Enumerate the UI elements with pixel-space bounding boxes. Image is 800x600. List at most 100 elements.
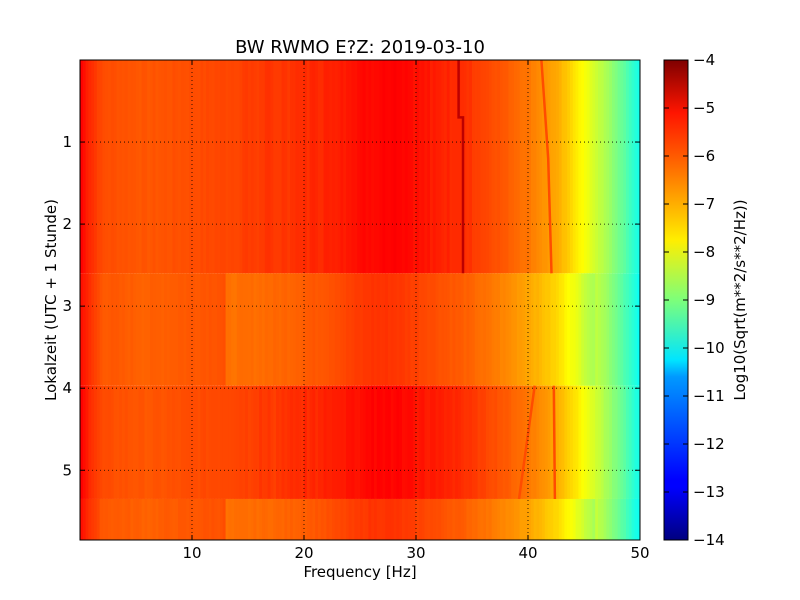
heatmap-cell <box>631 498 635 540</box>
heatmap-cell <box>245 60 249 274</box>
heatmap-cell <box>567 60 571 274</box>
heatmap-cell <box>127 385 131 499</box>
heatmap-cell <box>133 273 137 386</box>
heatmap-cell <box>553 273 557 386</box>
heatmap-cell <box>424 60 428 274</box>
heatmap-cell <box>231 273 235 386</box>
colorbar: −4 −5 −6 −7 −8 −9 −10 −11 −12 −13 −14 Log10(Sqrt(m… <box>663 51 749 549</box>
heatmap-cell <box>357 385 361 499</box>
heatmap-cell <box>82 273 87 386</box>
heatmap-cell <box>99 60 103 274</box>
colorbar-ticks: −4 −5 −6 −7 −8 −9 −10 −11 −12 −13 −14 <box>664 51 725 549</box>
heatmap-cell <box>122 385 126 499</box>
heatmap-cell <box>424 385 428 499</box>
heatmap-cell <box>200 273 204 386</box>
heatmap-cell <box>452 60 456 274</box>
heatmap-cell <box>270 385 274 499</box>
heatmap-cell <box>404 60 409 274</box>
heatmap-cell <box>332 498 336 540</box>
heatmap-cell <box>567 498 571 540</box>
heatmap-cell <box>511 273 515 386</box>
heatmap-cell <box>96 60 101 274</box>
heatmap-cell <box>96 273 101 386</box>
heatmap-cell <box>351 60 355 274</box>
heatmap-cell <box>245 498 249 540</box>
heatmap-cell <box>547 273 551 386</box>
heatmap-cell <box>116 498 120 540</box>
heatmap-cell <box>368 385 372 499</box>
heatmap-cell <box>192 498 196 540</box>
heatmap-cell <box>208 273 213 386</box>
heatmap-cell <box>147 273 151 386</box>
heatmap-cell <box>102 385 106 499</box>
heatmap-cell <box>500 498 504 540</box>
heatmap-cell <box>144 498 148 540</box>
heatmap-cell <box>570 60 574 274</box>
y-axis-ticks: 1 2 3 4 5 <box>62 133 640 479</box>
heatmap-cell <box>262 498 266 540</box>
heatmap-cell <box>508 60 512 274</box>
heatmap-cell <box>214 385 218 499</box>
heatmap-cell <box>430 273 434 386</box>
heatmap-cell <box>332 385 336 499</box>
heatmap-cell <box>539 273 543 386</box>
heatmap-cell <box>312 498 316 540</box>
heatmap-cell <box>259 498 263 540</box>
heatmap-cell <box>110 385 115 499</box>
colorbar-label: Log10(Sqrt(m**2/s**2/Hz)) <box>731 199 749 400</box>
heatmap-cell <box>550 385 554 499</box>
heatmap-cell <box>516 273 521 386</box>
heatmap-cell <box>572 498 577 540</box>
heatmap-cell <box>315 60 319 274</box>
heatmap-cell <box>393 60 397 274</box>
colorbar-tick-label: −8 <box>693 243 715 261</box>
heatmap-cell <box>435 273 439 386</box>
heatmap-cell <box>556 60 560 274</box>
heatmap-cell <box>334 385 339 499</box>
heatmap-cell <box>295 273 299 386</box>
heatmap-cell <box>351 385 355 499</box>
heatmap-cell <box>326 60 330 274</box>
heatmap-cell <box>292 498 297 540</box>
heatmap-cell <box>558 498 563 540</box>
heatmap-cell <box>99 385 103 499</box>
heatmap-cell <box>194 60 199 274</box>
heatmap-cell <box>290 273 294 386</box>
heatmap-cell <box>94 385 98 499</box>
heatmap-cell <box>413 385 417 499</box>
heatmap-cell <box>628 273 633 386</box>
heatmap-cell <box>206 60 210 274</box>
heatmap-cell <box>399 273 403 386</box>
heatmap-cell <box>421 273 425 386</box>
heatmap-cell <box>203 498 207 540</box>
heatmap-cell <box>393 498 397 540</box>
heatmap-cell <box>553 60 557 274</box>
heatmap-cell <box>516 498 521 540</box>
heatmap-cell <box>430 385 434 499</box>
heatmap-cell <box>222 385 227 499</box>
heatmap-cell <box>245 273 249 386</box>
heatmap-cell <box>169 498 173 540</box>
heatmap-cell <box>572 273 577 386</box>
heatmap-cell <box>318 60 322 274</box>
heatmap-cell <box>376 60 381 274</box>
heatmap-cell <box>474 273 479 386</box>
heatmap-cell <box>553 498 557 540</box>
heatmap-cell <box>458 385 462 499</box>
heatmap-cell <box>318 498 322 540</box>
heatmap-cell <box>259 385 263 499</box>
heatmap-cells <box>80 60 640 540</box>
heatmap-cell <box>530 60 535 274</box>
heatmap-cell <box>488 385 493 499</box>
heatmap-cell <box>315 498 319 540</box>
heatmap-cell <box>124 385 129 499</box>
heatmap-cell <box>264 60 269 274</box>
heatmap-cell <box>346 498 350 540</box>
heatmap-cell <box>329 273 333 386</box>
heatmap-cell <box>533 60 537 274</box>
heatmap-cell <box>306 498 311 540</box>
heatmap-cell <box>438 60 442 274</box>
heatmap-cell <box>581 385 585 499</box>
heatmap-cell <box>466 385 470 499</box>
heatmap-cell <box>172 60 176 274</box>
